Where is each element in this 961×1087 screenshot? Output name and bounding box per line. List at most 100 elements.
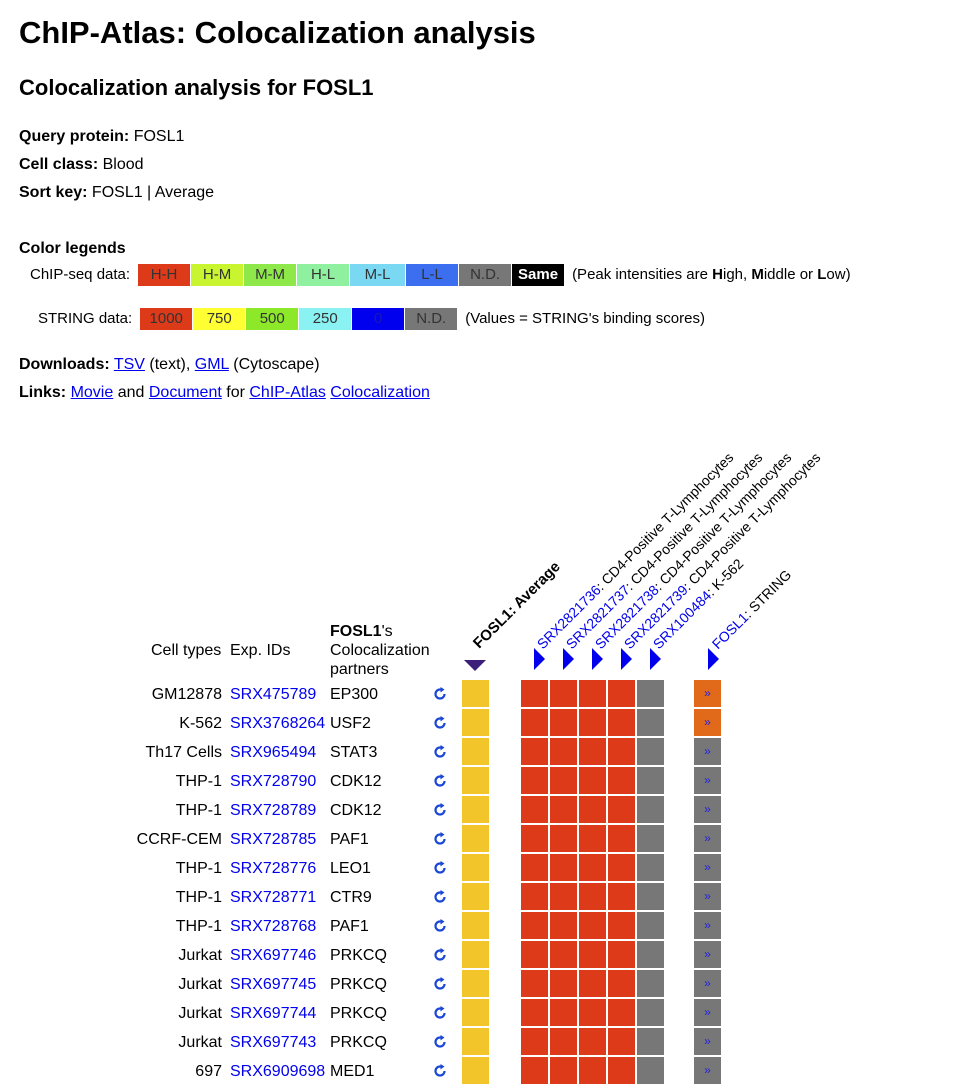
colocalization-cell[interactable] (637, 941, 664, 968)
colocalization-cell[interactable] (550, 1057, 577, 1084)
colocalization-cell[interactable] (521, 883, 548, 910)
colocalization-cell[interactable] (521, 941, 548, 968)
colocalization-cell[interactable] (579, 941, 606, 968)
experiment-id-link[interactable]: SRX3768264 (230, 715, 326, 732)
colocalization-cell[interactable] (521, 1028, 548, 1055)
movie-link[interactable]: Movie (70, 384, 114, 401)
refresh-icon[interactable] (433, 1006, 447, 1020)
colocalization-cell[interactable] (521, 970, 548, 997)
colocalization-cell[interactable] (521, 680, 548, 707)
string-score-cell[interactable]: » (694, 970, 721, 997)
colocalization-cell[interactable] (579, 767, 606, 794)
colocalization-cell[interactable] (608, 970, 635, 997)
average-cell[interactable] (462, 854, 489, 881)
colocalization-cell[interactable] (608, 680, 635, 707)
colocalization-cell[interactable] (550, 767, 577, 794)
string-score-cell[interactable]: » (694, 738, 721, 765)
colocalization-cell[interactable] (637, 825, 664, 852)
colocalization-cell[interactable] (550, 999, 577, 1026)
colocalization-cell[interactable] (608, 1057, 635, 1084)
colocalization-cell[interactable] (579, 1057, 606, 1084)
colocalization-cell[interactable] (550, 854, 577, 881)
string-score-cell[interactable]: » (694, 1057, 721, 1084)
average-cell[interactable] (462, 1028, 489, 1055)
experiment-id-link[interactable]: SRX728790 (230, 773, 317, 790)
refresh-icon[interactable] (433, 687, 447, 701)
experiment-id-link[interactable]: SRX728776 (230, 860, 317, 877)
experiment-id-link[interactable]: SRX697744 (230, 1005, 317, 1022)
refresh-icon[interactable] (433, 919, 447, 933)
average-cell[interactable] (462, 883, 489, 910)
colocalization-cell[interactable] (579, 854, 606, 881)
average-cell[interactable] (462, 680, 489, 707)
colocalization-cell[interactable] (579, 883, 606, 910)
colocalization-cell[interactable] (608, 796, 635, 823)
string-score-cell[interactable]: » (694, 999, 721, 1026)
refresh-icon[interactable] (433, 948, 447, 962)
colocalization-cell[interactable] (579, 709, 606, 736)
colocalization-cell[interactable] (608, 912, 635, 939)
refresh-icon[interactable] (433, 977, 447, 991)
refresh-icon[interactable] (433, 832, 447, 846)
refresh-icon[interactable] (433, 716, 447, 730)
refresh-icon[interactable] (433, 774, 447, 788)
colocalization-link[interactable]: Colocalization (330, 384, 430, 401)
experiment-id-link[interactable]: SRX697746 (230, 947, 317, 964)
refresh-icon[interactable] (433, 745, 447, 759)
colocalization-cell[interactable] (550, 1028, 577, 1055)
string-score-cell[interactable]: » (694, 912, 721, 939)
document-link[interactable]: Document (148, 384, 222, 401)
colocalization-cell[interactable] (637, 970, 664, 997)
experiment-id-link[interactable]: SRX728785 (230, 831, 317, 848)
colocalization-cell[interactable] (579, 796, 606, 823)
colocalization-cell[interactable] (637, 709, 664, 736)
average-cell[interactable] (462, 941, 489, 968)
experiment-column-header[interactable]: SRX2821736: CD4-Positive T-Lymphocytes (534, 449, 737, 652)
experiment-column-sort-icon[interactable] (650, 648, 661, 670)
colocalization-cell[interactable] (550, 883, 577, 910)
colocalization-cell[interactable] (608, 709, 635, 736)
experiment-id-link[interactable]: SRX6909698 (230, 1063, 326, 1080)
colocalization-cell[interactable] (579, 1028, 606, 1055)
string-score-cell[interactable]: » (694, 825, 721, 852)
experiment-id-link[interactable]: SRX475789 (230, 686, 317, 703)
average-cell[interactable] (462, 767, 489, 794)
average-cell[interactable] (462, 825, 489, 852)
string-score-cell[interactable]: » (694, 1028, 721, 1055)
experiment-id-link[interactable]: SRX728768 (230, 918, 317, 935)
colocalization-cell[interactable] (608, 767, 635, 794)
average-cell[interactable] (462, 912, 489, 939)
colocalization-cell[interactable] (608, 738, 635, 765)
colocalization-cell[interactable] (637, 1028, 664, 1055)
colocalization-cell[interactable] (550, 941, 577, 968)
experiment-id-link[interactable]: SRX728771 (230, 889, 317, 906)
colocalization-cell[interactable] (521, 796, 548, 823)
average-cell[interactable] (462, 1057, 489, 1084)
experiment-id-link[interactable]: SRX697745 (230, 976, 317, 993)
colocalization-cell[interactable] (550, 796, 577, 823)
gml-download-link[interactable]: GML (194, 356, 229, 373)
colocalization-cell[interactable] (637, 1057, 664, 1084)
experiment-id-link[interactable]: SRX965494 (230, 744, 317, 761)
colocalization-cell[interactable] (550, 680, 577, 707)
colocalization-cell[interactable] (637, 912, 664, 939)
colocalization-cell[interactable] (521, 709, 548, 736)
string-score-cell[interactable]: » (694, 854, 721, 881)
refresh-icon[interactable] (433, 803, 447, 817)
string-score-cell[interactable]: » (694, 796, 721, 823)
colocalization-cell[interactable] (579, 738, 606, 765)
colocalization-cell[interactable] (521, 767, 548, 794)
string-score-cell[interactable]: » (694, 709, 721, 736)
refresh-icon[interactable] (433, 1064, 447, 1078)
colocalization-cell[interactable] (579, 999, 606, 1026)
colocalization-cell[interactable] (521, 825, 548, 852)
colocalization-cell[interactable] (608, 941, 635, 968)
average-cell[interactable] (462, 970, 489, 997)
colocalization-cell[interactable] (608, 999, 635, 1026)
average-cell[interactable] (462, 796, 489, 823)
colocalization-cell[interactable] (550, 825, 577, 852)
tsv-download-link[interactable]: TSV (113, 356, 145, 373)
colocalization-cell[interactable] (637, 796, 664, 823)
colocalization-cell[interactable] (637, 767, 664, 794)
colocalization-cell[interactable] (608, 883, 635, 910)
